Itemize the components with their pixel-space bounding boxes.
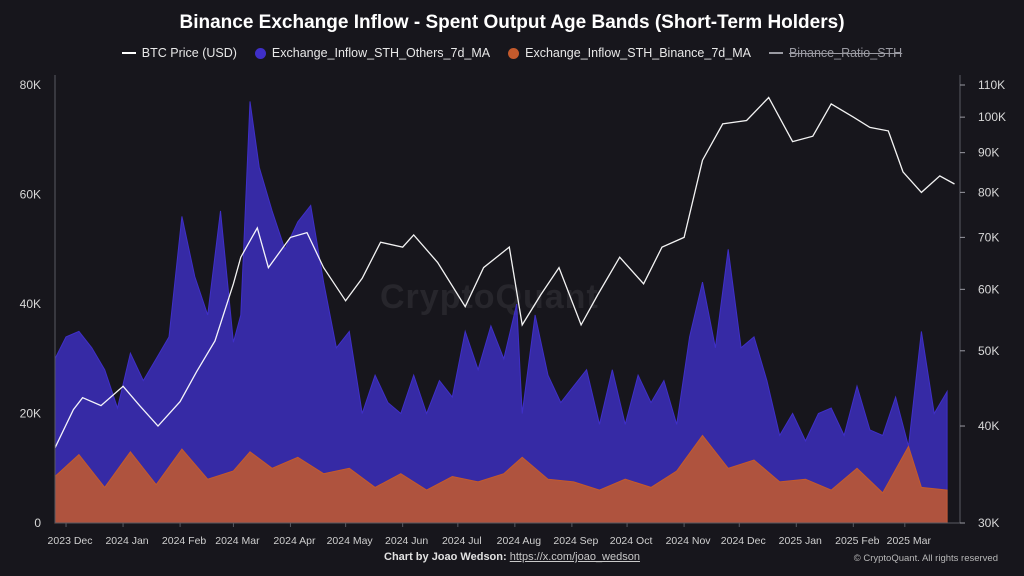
y-right-tick-label: 60K (978, 282, 999, 296)
y-right-tick-label: 40K (978, 419, 999, 433)
legend-swatch-sth-binance (508, 47, 520, 59)
legend-label-binance-ratio: Binance_Ratio_STH (788, 46, 903, 60)
x-tick-label: 2024 Mar (215, 535, 260, 547)
area-series-sth-binance (54, 434, 948, 524)
y-left-tick-label: 0 (34, 516, 41, 530)
y-left-tick-label: 20K (20, 407, 41, 421)
legend-label-sth-others: Exchange_Inflow_STH_Others_7d_MA (271, 46, 491, 60)
chart-title: Binance Exchange Inflow - Spent Output A… (179, 12, 845, 33)
area-series-sth-others (54, 101, 948, 524)
x-tick-label: 2024 Nov (666, 535, 712, 547)
x-tick-label: 2024 Jul (442, 535, 482, 547)
y-left-tick-label: 60K (20, 188, 41, 202)
x-tick-label: 2024 Oct (610, 535, 653, 547)
x-tick-label: 2024 May (327, 535, 374, 547)
y-left-tick-label: 40K (20, 297, 41, 311)
chart-legend: BTC Price (USD) Exchange_Inflow_STH_Othe… (0, 46, 1024, 60)
x-tick-label: 2024 Apr (273, 535, 316, 547)
watermark: CryptoQuant (380, 278, 599, 316)
y-right-tick-label: 100K (978, 110, 1006, 124)
chart-footer: Chart by Joao Wedson: https://x.com/joao… (0, 551, 1024, 563)
x-tick-label: 2024 Dec (721, 535, 766, 547)
legend-item-sth-others[interactable]: Exchange_Inflow_STH_Others_7d_MA (254, 46, 491, 60)
x-tick-label: 2025 Mar (887, 535, 932, 547)
footer-credit: Chart by Joao Wedson: (384, 551, 507, 563)
y-right-tick-label: 90K (978, 146, 999, 160)
y-right-tick-label: 30K (978, 516, 999, 530)
x-tick-label: 2023 Dec (48, 535, 93, 547)
legend-item-binance-ratio[interactable]: Binance_Ratio_STH (768, 46, 903, 60)
y-right-tick-label: 110K (978, 78, 1005, 92)
legend-swatch-sth-others (254, 47, 266, 59)
y-right-tick-label: 50K (978, 344, 999, 358)
legend-label-btc-price: BTC Price (USD) (141, 46, 237, 60)
y-right-tick-label: 80K (978, 185, 999, 199)
legend-item-sth-binance[interactable]: Exchange_Inflow_STH_Binance_7d_MA (508, 46, 751, 60)
x-tick-label: 2025 Feb (835, 535, 880, 547)
legend-label-sth-binance: Exchange_Inflow_STH_Binance_7d_MA (525, 46, 751, 60)
x-tick-label: 2024 Feb (162, 535, 207, 547)
legend-swatch-btc-price (121, 52, 136, 54)
legend-swatch-binance-ratio (768, 52, 783, 54)
x-tick-label: 2024 Sep (553, 535, 598, 547)
line-series-btc-price (54, 96, 955, 449)
y-right-tick-label: 70K (978, 230, 999, 244)
x-tick-label: 2024 Aug (497, 535, 542, 547)
x-tick-label: 2024 Jan (105, 535, 148, 547)
footer-link[interactable]: https://x.com/joao_wedson (509, 551, 640, 563)
y-left-tick-label: 80K (20, 78, 41, 92)
x-tick-label: 2024 Jun (385, 535, 428, 547)
legend-item-btc-price[interactable]: BTC Price (USD) (121, 46, 237, 60)
copyright-text: © CryptoQuant. All rights reserved (853, 553, 998, 564)
x-tick-label: 2025 Jan (779, 535, 822, 547)
